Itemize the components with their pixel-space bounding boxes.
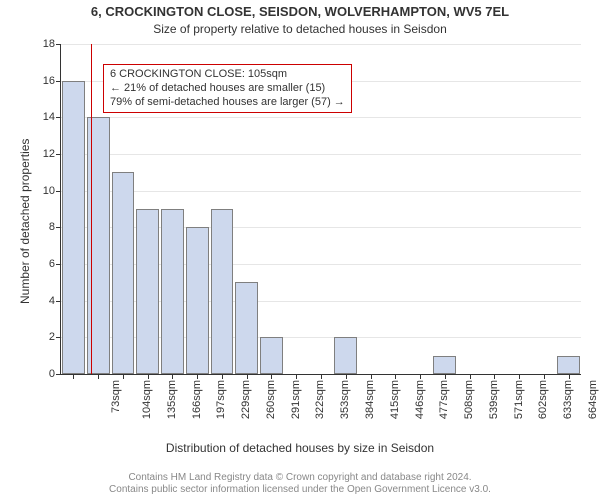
x-tick-label: 602sqm xyxy=(537,380,549,419)
bar xyxy=(260,337,283,374)
info-box-line2: ← 21% of detached houses are smaller (15… xyxy=(110,82,345,96)
x-tick-label: 353sqm xyxy=(339,380,351,419)
grid-line xyxy=(61,191,581,192)
bar xyxy=(557,356,580,374)
x-tick-label: 291sqm xyxy=(290,380,302,419)
chart-container: 6, CROCKINGTON CLOSE, SEISDON, WOLVERHAM… xyxy=(0,0,600,500)
x-tick-mark xyxy=(395,374,396,379)
x-tick-label: 104sqm xyxy=(141,380,153,419)
bar xyxy=(433,356,456,374)
x-tick-label: 322sqm xyxy=(315,380,327,419)
y-axis-label: Number of detached properties xyxy=(18,139,32,304)
chart-title-line2: Size of property relative to detached ho… xyxy=(0,22,600,36)
x-tick-label: 384sqm xyxy=(364,380,376,419)
grid-line xyxy=(61,154,581,155)
bar xyxy=(334,337,357,374)
x-tick-mark xyxy=(494,374,495,379)
x-tick-mark xyxy=(123,374,124,379)
x-tick-mark xyxy=(172,374,173,379)
x-tick-label: 446sqm xyxy=(414,380,426,419)
x-tick-label: 73sqm xyxy=(110,380,122,413)
x-tick-label: 571sqm xyxy=(513,380,525,419)
bar xyxy=(235,282,258,374)
x-tick-label: 260sqm xyxy=(265,380,277,419)
footer-line2: Contains public sector information licen… xyxy=(0,484,600,496)
x-tick-mark xyxy=(197,374,198,379)
bar xyxy=(112,172,135,374)
bar xyxy=(186,227,209,374)
bar xyxy=(211,209,234,374)
x-tick-label: 166sqm xyxy=(191,380,203,419)
x-tick-mark xyxy=(271,374,272,379)
bar xyxy=(136,209,159,374)
x-tick-mark xyxy=(321,374,322,379)
x-tick-label: 229sqm xyxy=(240,380,252,419)
y-tick-label: 18 xyxy=(43,38,61,50)
bar xyxy=(62,81,85,374)
y-tick-label: 8 xyxy=(49,221,61,233)
x-tick-mark xyxy=(420,374,421,379)
info-box: 6 CROCKINGTON CLOSE: 105sqm ← 21% of det… xyxy=(103,64,352,113)
y-tick-label: 10 xyxy=(43,185,61,197)
x-tick-mark xyxy=(148,374,149,379)
x-tick-mark xyxy=(569,374,570,379)
info-box-line1: 6 CROCKINGTON CLOSE: 105sqm xyxy=(110,68,345,82)
y-tick-label: 14 xyxy=(43,111,61,123)
y-tick-label: 6 xyxy=(49,258,61,270)
y-tick-label: 12 xyxy=(43,148,61,160)
x-tick-mark xyxy=(346,374,347,379)
x-tick-label: 664sqm xyxy=(587,380,599,419)
y-tick-label: 4 xyxy=(49,295,61,307)
y-tick-label: 16 xyxy=(43,75,61,87)
x-tick-label: 415sqm xyxy=(389,380,401,419)
x-tick-mark xyxy=(73,374,74,379)
footer: Contains HM Land Registry data © Crown c… xyxy=(0,472,600,496)
x-tick-mark xyxy=(544,374,545,379)
x-tick-label: 508sqm xyxy=(463,380,475,419)
chart-title-line1: 6, CROCKINGTON CLOSE, SEISDON, WOLVERHAM… xyxy=(0,4,600,19)
x-tick-mark xyxy=(247,374,248,379)
x-tick-mark xyxy=(519,374,520,379)
x-tick-mark xyxy=(98,374,99,379)
x-tick-mark xyxy=(445,374,446,379)
grid-line xyxy=(61,117,581,118)
x-tick-label: 539sqm xyxy=(488,380,500,419)
info-box-line3: 79% of semi-detached houses are larger (… xyxy=(110,96,345,110)
bar xyxy=(161,209,184,374)
plot-area: 6 CROCKINGTON CLOSE: 105sqm ← 21% of det… xyxy=(60,44,581,375)
footer-line1: Contains HM Land Registry data © Crown c… xyxy=(0,472,600,484)
x-tick-mark xyxy=(296,374,297,379)
y-tick-label: 2 xyxy=(49,331,61,343)
x-tick-mark xyxy=(470,374,471,379)
x-tick-mark xyxy=(222,374,223,379)
y-tick-label: 0 xyxy=(49,368,61,380)
x-tick-label: 197sqm xyxy=(216,380,228,419)
property-marker-line xyxy=(91,44,92,374)
x-tick-label: 135sqm xyxy=(166,380,178,419)
x-tick-mark xyxy=(371,374,372,379)
x-tick-label: 633sqm xyxy=(562,380,574,419)
grid-line xyxy=(61,44,581,45)
x-tick-label: 477sqm xyxy=(438,380,450,419)
x-axis-label: Distribution of detached houses by size … xyxy=(0,441,600,455)
